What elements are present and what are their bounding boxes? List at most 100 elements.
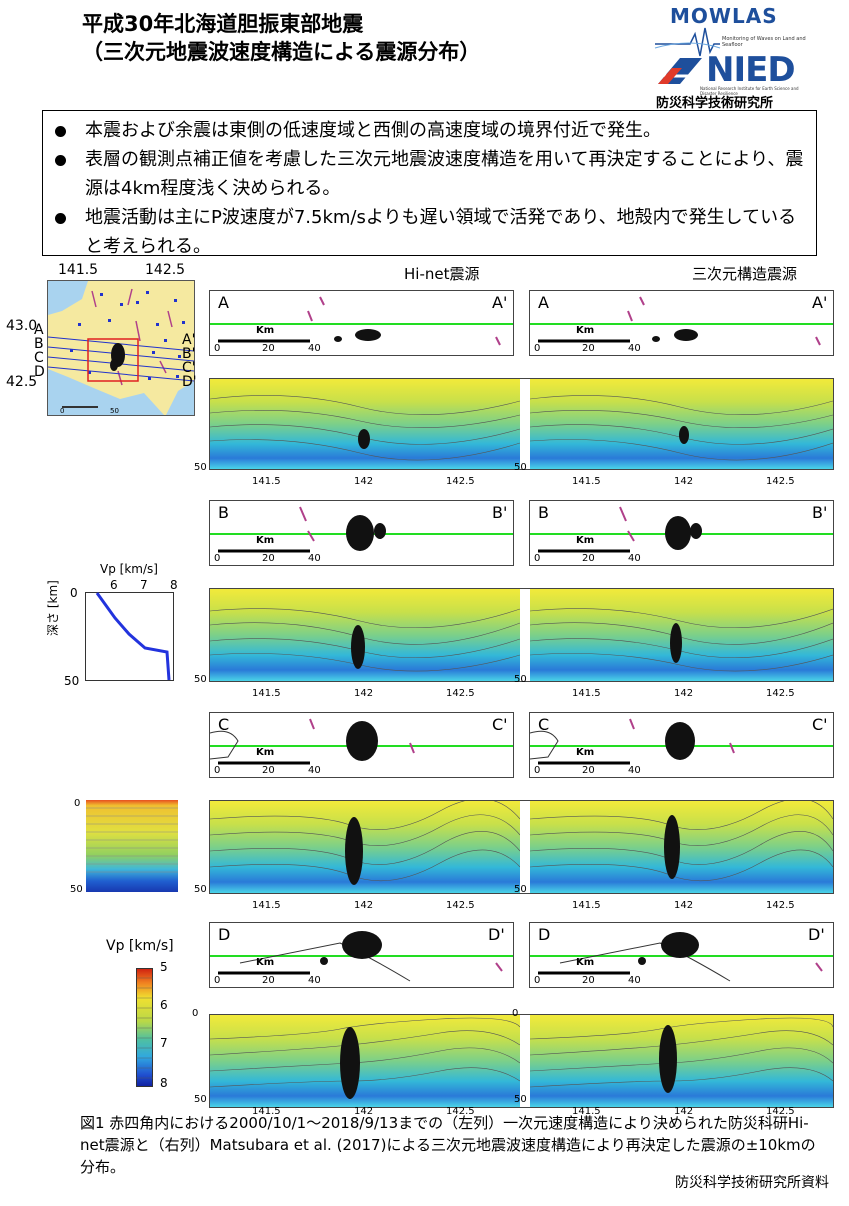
- vp-ytick-0: 0: [70, 586, 78, 600]
- nied-mark-icon: [658, 58, 702, 84]
- lon-tick: 141.5: [572, 1106, 601, 1117]
- scale-unit: Km: [256, 957, 275, 968]
- lon-tick: 142.5: [766, 688, 795, 699]
- lon-tick: 141.5: [252, 900, 281, 911]
- gp-ytick-0: 0: [74, 798, 81, 809]
- scale-tick-20: 20: [582, 343, 595, 354]
- colorbar-label: Vp [km/s]: [106, 938, 174, 954]
- lon-tick: 142: [674, 900, 694, 911]
- lon-tick: 142: [674, 1106, 694, 1117]
- scale-unit: Km: [576, 535, 595, 546]
- depth-tick-50: 50: [194, 674, 207, 685]
- lon-tick: 142: [354, 476, 374, 487]
- lon-tick: 142: [354, 900, 374, 911]
- lon-tick: 141.5: [252, 688, 281, 699]
- lon-tick: 141.5: [572, 476, 601, 487]
- summary-item: 本震および余震は東側の低速度域と西側の高速度域の境界付近で発生。: [55, 116, 806, 145]
- column-title-hinet: Hi-net震源: [404, 265, 480, 283]
- map-lat-label-2: 42.5: [6, 374, 38, 390]
- map-scale-50: 50: [110, 407, 119, 415]
- nied-subtitle: National Research Institute for Earth Sc…: [700, 86, 799, 96]
- scale-tick-40: 40: [308, 975, 321, 986]
- section-a-hinet-map: A A' Km 0 20 40: [209, 290, 514, 356]
- wave-icon: [654, 27, 721, 57]
- vp-profile-plot: [85, 592, 174, 681]
- colorbar-tick-5: 5: [160, 960, 168, 974]
- map-profile-d-end: D': [182, 374, 197, 390]
- scale-tick-20: 20: [262, 975, 275, 986]
- scale-tick-0: 0: [214, 343, 221, 354]
- scale-tick-0: 0: [534, 343, 541, 354]
- scale-tick-40: 40: [628, 765, 641, 776]
- section-c-start: C: [538, 715, 550, 734]
- column-title-3d: 三次元構造震源: [692, 265, 798, 283]
- scale-tick-0: 0: [214, 975, 221, 986]
- page-title: 平成30年北海道胆振東部地震 （三次元地震波速度構造による震源分布）: [82, 10, 480, 66]
- lon-tick: 141.5: [252, 1106, 281, 1117]
- nied-org-name: 防災科学技術研究所: [656, 96, 774, 111]
- scale-tick-40: 40: [628, 975, 641, 986]
- lon-tick: 141.5: [572, 688, 601, 699]
- colorbar-tick-8: 8: [160, 1076, 168, 1090]
- gp-ytick-50: 50: [70, 884, 83, 895]
- scale-tick-40: 40: [308, 553, 321, 564]
- location-map: 0 50: [47, 280, 195, 416]
- figure-caption: 図1 赤四角内における2000/10/1〜2018/9/13までの（左列）一次元…: [80, 1114, 816, 1176]
- depth-tick-50: 50: [514, 884, 527, 895]
- lon-tick: 142.5: [766, 476, 795, 487]
- map-profile-b: B: [34, 336, 44, 352]
- section-a-start: A: [538, 293, 549, 312]
- section-b-3d-map: B B' Km 0 20 40: [529, 500, 834, 566]
- depth-tick-50: 50: [194, 462, 207, 473]
- map-profile-d: D: [34, 364, 45, 380]
- scale-tick-20: 20: [582, 765, 595, 776]
- velocity-cross-section: [210, 379, 833, 469]
- map-lat-label-1: 43.0: [6, 318, 38, 334]
- section-b-start: B: [538, 503, 549, 522]
- scale-unit: Km: [576, 325, 595, 336]
- scale-tick-20: 20: [262, 765, 275, 776]
- scale-tick-40: 40: [308, 343, 321, 354]
- scale-tick-40: 40: [628, 343, 641, 354]
- depth-tick-0: 0: [512, 1008, 519, 1019]
- lon-tick: 141.5: [572, 900, 601, 911]
- summary-item: 表層の観測点補正値を考慮した三次元地震波速度構造を用いて再決定することにより、震…: [55, 145, 806, 203]
- section-a-end: A': [492, 293, 508, 312]
- section-b-end: B': [812, 503, 828, 522]
- vp-xtick-6: 6: [110, 578, 118, 592]
- section-a-3d-map: A A' Km 0 20 40: [529, 290, 834, 356]
- section-b-velocity: [209, 588, 834, 682]
- lon-tick: 142.5: [446, 476, 475, 487]
- section-d-hinet-map: D D' Km 0 20 40: [209, 922, 514, 988]
- velocity-cross-section: [210, 589, 833, 681]
- scale-tick-20: 20: [262, 343, 275, 354]
- section-b-end: B': [492, 503, 508, 522]
- mowlas-logo-text: MOWLAS: [670, 4, 778, 28]
- source-note: 防災科学技術研究所資料: [675, 1175, 829, 1191]
- colorbar: [136, 968, 153, 1087]
- lon-tick: 142.5: [766, 900, 795, 911]
- velocity-1d-panel: [86, 800, 178, 892]
- scale-tick-0: 0: [214, 765, 221, 776]
- map-lon-label-2: 142.5: [145, 262, 186, 278]
- vp-ylabel: 深さ [km]: [46, 580, 60, 636]
- vp-xtick-8: 8: [170, 578, 178, 592]
- map-lon-label-1: 141.5: [58, 262, 99, 278]
- lon-tick: 142: [354, 688, 374, 699]
- section-c-end: C': [492, 715, 508, 734]
- depth-tick-0: 0: [192, 1008, 199, 1019]
- lon-tick: 142.5: [766, 1106, 795, 1117]
- section-d-start: D: [538, 925, 551, 944]
- lon-tick: 142: [354, 1106, 374, 1117]
- section-a-end: A': [812, 293, 828, 312]
- lon-tick: 142.5: [446, 1106, 475, 1117]
- depth-tick-50: 50: [194, 884, 207, 895]
- nied-logo: MOWLAS Monitoring of Waves on Land and S…: [650, 4, 810, 111]
- scale-tick-40: 40: [628, 553, 641, 564]
- lon-tick: 142: [674, 476, 694, 487]
- scale-unit: Km: [576, 747, 595, 758]
- section-a-start: A: [218, 293, 229, 312]
- depth-tick-50: 50: [514, 462, 527, 473]
- section-c-3d-map: C C' Km 0 20 40: [529, 712, 834, 778]
- scale-unit: Km: [576, 957, 595, 968]
